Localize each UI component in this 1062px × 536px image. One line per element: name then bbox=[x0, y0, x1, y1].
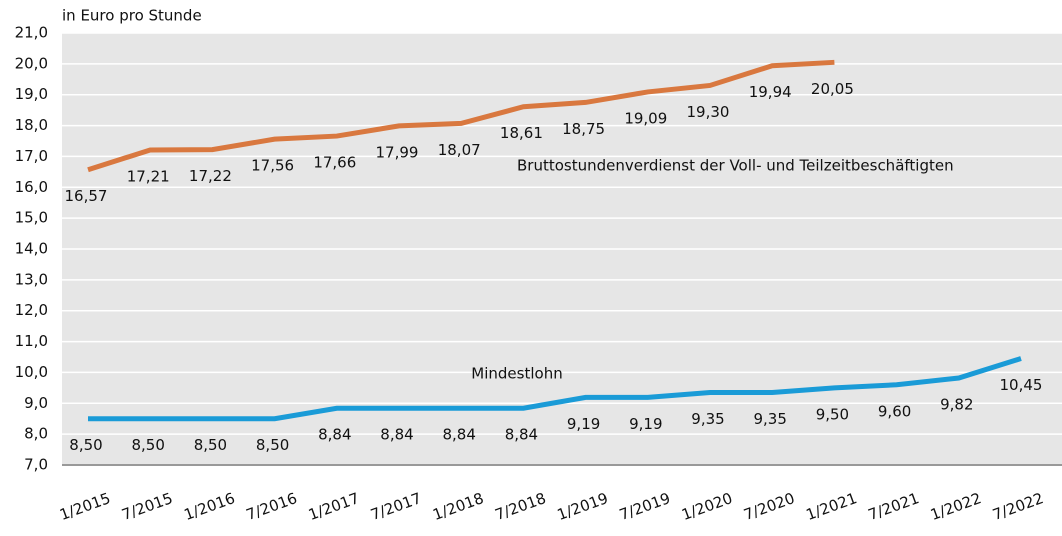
data-label: 9,50 bbox=[816, 405, 849, 423]
series-annotation: Mindestlohn bbox=[471, 365, 562, 383]
data-label: 17,22 bbox=[189, 167, 232, 185]
y-tick-label: 7,0 bbox=[24, 456, 48, 474]
x-tick-label: 1/2019 bbox=[555, 489, 611, 524]
data-label: 9,19 bbox=[567, 415, 600, 433]
y-tick-label: 21,0 bbox=[15, 24, 48, 42]
y-tick-label: 15,0 bbox=[15, 209, 48, 227]
data-label: 9,19 bbox=[629, 415, 662, 433]
y-tick-label: 17,0 bbox=[15, 147, 48, 165]
data-label: 8,50 bbox=[194, 436, 227, 454]
x-tick-label: 1/2017 bbox=[306, 489, 362, 524]
x-tick-label: 1/2022 bbox=[928, 489, 984, 524]
x-tick-label: 1/2021 bbox=[804, 489, 860, 524]
x-tick-label: 1/2015 bbox=[57, 489, 113, 524]
data-label: 19,30 bbox=[687, 103, 730, 121]
y-tick-label: 18,0 bbox=[15, 116, 48, 134]
y-tick-label: 8,0 bbox=[24, 425, 48, 443]
x-tick-label: 7/2015 bbox=[119, 489, 175, 524]
x-tick-label: 1/2018 bbox=[430, 489, 486, 524]
data-label: 19,94 bbox=[749, 83, 792, 101]
x-tick-label: 7/2021 bbox=[866, 489, 922, 524]
data-label: 16,57 bbox=[65, 187, 108, 205]
data-label: 9,35 bbox=[691, 410, 724, 428]
data-label: 20,05 bbox=[811, 80, 854, 98]
x-tick-label: 7/2020 bbox=[741, 489, 797, 524]
data-label: 8,50 bbox=[131, 436, 164, 454]
data-label: 8,84 bbox=[505, 426, 538, 444]
y-tick-label: 11,0 bbox=[15, 332, 48, 350]
x-tick-label: 7/2016 bbox=[244, 489, 300, 524]
y-tick-label: 14,0 bbox=[15, 240, 48, 258]
data-label: 18,75 bbox=[562, 120, 605, 138]
y-tick-label: 19,0 bbox=[15, 85, 48, 103]
data-label: 8,84 bbox=[442, 426, 475, 444]
data-label: 9,60 bbox=[878, 402, 911, 420]
data-label: 8,84 bbox=[318, 426, 351, 444]
data-label: 8,84 bbox=[380, 426, 413, 444]
data-label: 18,61 bbox=[500, 124, 543, 142]
x-tick-label: 7/2019 bbox=[617, 489, 673, 524]
data-label: 8,50 bbox=[69, 436, 102, 454]
data-label: 18,07 bbox=[438, 141, 481, 159]
y-tick-label: 20,0 bbox=[15, 54, 48, 72]
x-tick-label: 7/2018 bbox=[493, 489, 549, 524]
y-tick-label: 13,0 bbox=[15, 270, 48, 288]
x-tick-label: 7/2017 bbox=[368, 489, 424, 524]
data-label: 17,66 bbox=[313, 154, 356, 172]
data-label: 10,45 bbox=[1000, 376, 1043, 394]
y-axis-label: in Euro pro Stunde bbox=[62, 7, 202, 25]
data-label: 19,09 bbox=[624, 109, 667, 127]
data-label: 17,56 bbox=[251, 157, 294, 175]
x-tick-label: 1/2020 bbox=[679, 489, 735, 524]
y-tick-label: 9,0 bbox=[24, 394, 48, 412]
y-tick-label: 12,0 bbox=[15, 301, 48, 319]
series-annotation: Bruttostundenverdienst der Voll- und Tei… bbox=[517, 157, 954, 175]
data-label: 9,82 bbox=[940, 395, 973, 413]
data-label: 17,99 bbox=[376, 143, 419, 161]
y-tick-label: 16,0 bbox=[15, 178, 48, 196]
data-label: 17,21 bbox=[127, 167, 170, 185]
line bbox=[88, 356, 1022, 422]
y-tick-label: 10,0 bbox=[15, 363, 48, 381]
x-tick-label: 7/2022 bbox=[990, 489, 1046, 524]
data-label: 9,35 bbox=[753, 410, 786, 428]
data-label: 8,50 bbox=[256, 436, 289, 454]
line bbox=[87, 59, 835, 173]
x-tick-label: 1/2016 bbox=[182, 489, 238, 524]
